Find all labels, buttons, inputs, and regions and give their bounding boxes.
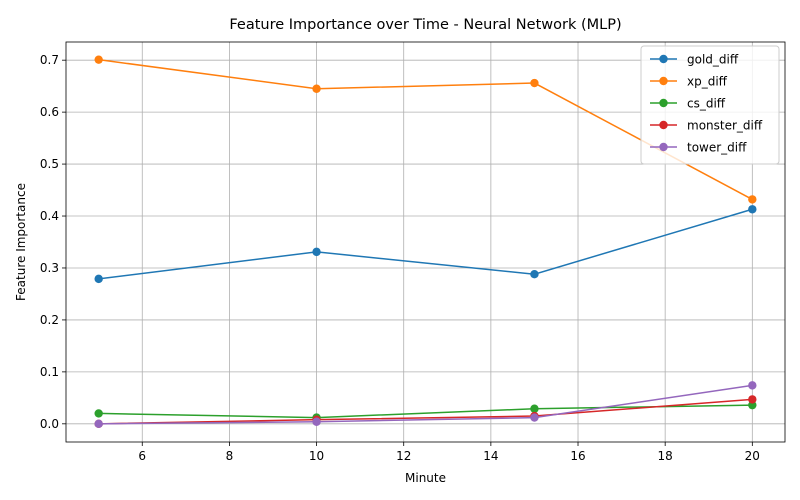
- legend-box: [640, 45, 780, 165]
- x-tick-label: 18: [658, 449, 673, 463]
- legend-entry: tower_diff: [650, 141, 747, 155]
- data-point: [312, 417, 321, 426]
- axis-ticks: 6 8 10 12 14 16 18 20 0.0 0.1 0.2 0.3 0.4 0.5 0.6 0.7: [40, 53, 760, 463]
- data-point: [748, 195, 757, 204]
- data-point: [748, 205, 757, 214]
- legend-marker: [659, 120, 668, 130]
- data-point: [530, 413, 539, 422]
- data-point: [748, 395, 757, 404]
- legend-entry: cs_diff: [650, 97, 726, 111]
- series-tower-diff: [94, 381, 757, 429]
- x-tick-label: 10: [309, 449, 324, 463]
- legend-marker: [659, 98, 668, 108]
- y-tick-label: 0.2: [40, 313, 59, 327]
- x-axis-title: Minute: [405, 471, 446, 485]
- y-tick-label: 0.0: [40, 417, 59, 431]
- chart-title: Feature Importance over Time - Neural Ne…: [229, 17, 621, 33]
- legend-entry: xp_diff: [650, 75, 728, 89]
- y-tick-label: 0.3: [40, 261, 59, 275]
- x-tick-label: 20: [745, 449, 760, 463]
- data-point: [530, 78, 539, 88]
- legend-label: xp_diff: [687, 75, 728, 89]
- y-tick-label: 0.6: [40, 105, 59, 119]
- legend: gold_diff xp_diff cs_diff monster_difftower…: [640, 45, 780, 165]
- y-tick-label: 0.1: [40, 365, 59, 379]
- series-line: [98, 208, 753, 280]
- legend-label: monster_diff: [687, 119, 763, 133]
- legend-marker: [659, 142, 668, 152]
- legend-entry: gold_diff: [650, 53, 739, 67]
- x-tick-label: 8: [226, 449, 234, 463]
- x-tick-label: 16: [570, 449, 585, 463]
- legend-marker: [659, 76, 668, 86]
- x-tick-label: 14: [483, 449, 498, 463]
- series-line: [98, 398, 753, 425]
- legend-label: cs_diff: [687, 97, 726, 111]
- series-line: [98, 384, 753, 425]
- plot-frame: [65, 41, 786, 443]
- legend-entry: monster_diff: [650, 119, 763, 133]
- series-gold-diff: [94, 205, 757, 284]
- y-axis-title: Feature Importance: [14, 183, 28, 301]
- data-point: [94, 419, 103, 429]
- x-tick-label: 12: [396, 449, 411, 463]
- data-point: [312, 247, 321, 257]
- y-tick-label: 0.4: [40, 209, 59, 223]
- data-point: [312, 84, 321, 93]
- legend-marker: [659, 54, 668, 64]
- y-tick-label: 0.5: [40, 157, 59, 171]
- data-point: [530, 404, 539, 413]
- legend-label: tower_diff: [687, 141, 747, 155]
- legend-label: gold_diff: [687, 53, 739, 67]
- data-point: [748, 381, 757, 390]
- data-point: [94, 55, 103, 64]
- y-tick-label: 0.7: [40, 53, 59, 67]
- data-point: [94, 409, 103, 418]
- x-tick-label: 6: [138, 449, 146, 463]
- data-point: [530, 270, 539, 279]
- data-point: [94, 274, 103, 284]
- series-line: [98, 404, 753, 419]
